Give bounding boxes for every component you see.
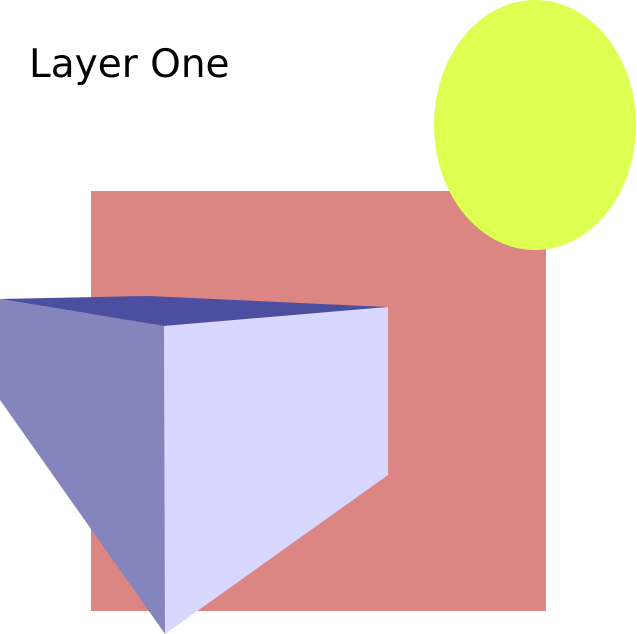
prism-left-face [0, 299, 165, 634]
layer-title: Layer One [29, 42, 230, 87]
blue-prism [0, 296, 388, 634]
prism-front-face [164, 307, 388, 634]
prism-top-face [0, 296, 388, 326]
yellow-ellipse [434, 0, 636, 250]
